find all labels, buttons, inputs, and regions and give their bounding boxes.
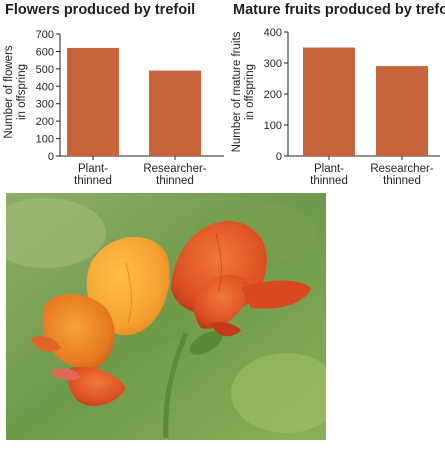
y-axis-label: in offspring — [16, 64, 28, 120]
y-axis-label: in offspring — [244, 64, 256, 120]
y-tick-label: 100 — [264, 120, 282, 132]
x-category-label: Plant-thinned — [310, 163, 348, 187]
y-tick-label: 500 — [36, 64, 54, 76]
y-tick-label: 200 — [264, 89, 282, 101]
bar-2 — [149, 70, 201, 156]
y-tick-label: 100 — [36, 134, 54, 146]
bar-2 — [376, 66, 428, 156]
y-tick-label: 400 — [264, 27, 282, 39]
fruits-bar-chart: 0 100 200 300 400 Plant-thinned Researcher-thi… — [231, 27, 440, 187]
flowers-bar-chart: 0 100 200 300 400 500 600 700 Plant-thinned Resea… — [3, 29, 224, 187]
y-tick-label: 700 — [36, 29, 54, 41]
y-tick-label: 400 — [36, 81, 54, 93]
x-category-label: Plant-thinned — [74, 163, 112, 187]
y-tick-label: 200 — [36, 116, 54, 128]
y-axis-label: Number of flowers — [3, 45, 15, 139]
x-category-label: Researcher-thinned — [143, 163, 206, 187]
y-tick-label: 600 — [36, 46, 54, 58]
y-tick-label: 300 — [36, 99, 54, 111]
y-tick-label: 0 — [276, 151, 282, 163]
y-tick-label: 0 — [48, 151, 54, 163]
chart-title-fruits: Mature fruits produced by trefoil — [233, 2, 445, 18]
y-tick-label: 300 — [264, 58, 282, 70]
bar-1 — [67, 47, 119, 156]
bar-1 — [303, 47, 355, 156]
y-axis-label: Number of mature fruits — [231, 31, 243, 152]
chart-title-flowers: Flowers produced by trefoil — [5, 2, 196, 18]
x-category-label: Researcher-thinned — [370, 163, 433, 187]
trefoil-flower-photo — [6, 193, 326, 440]
